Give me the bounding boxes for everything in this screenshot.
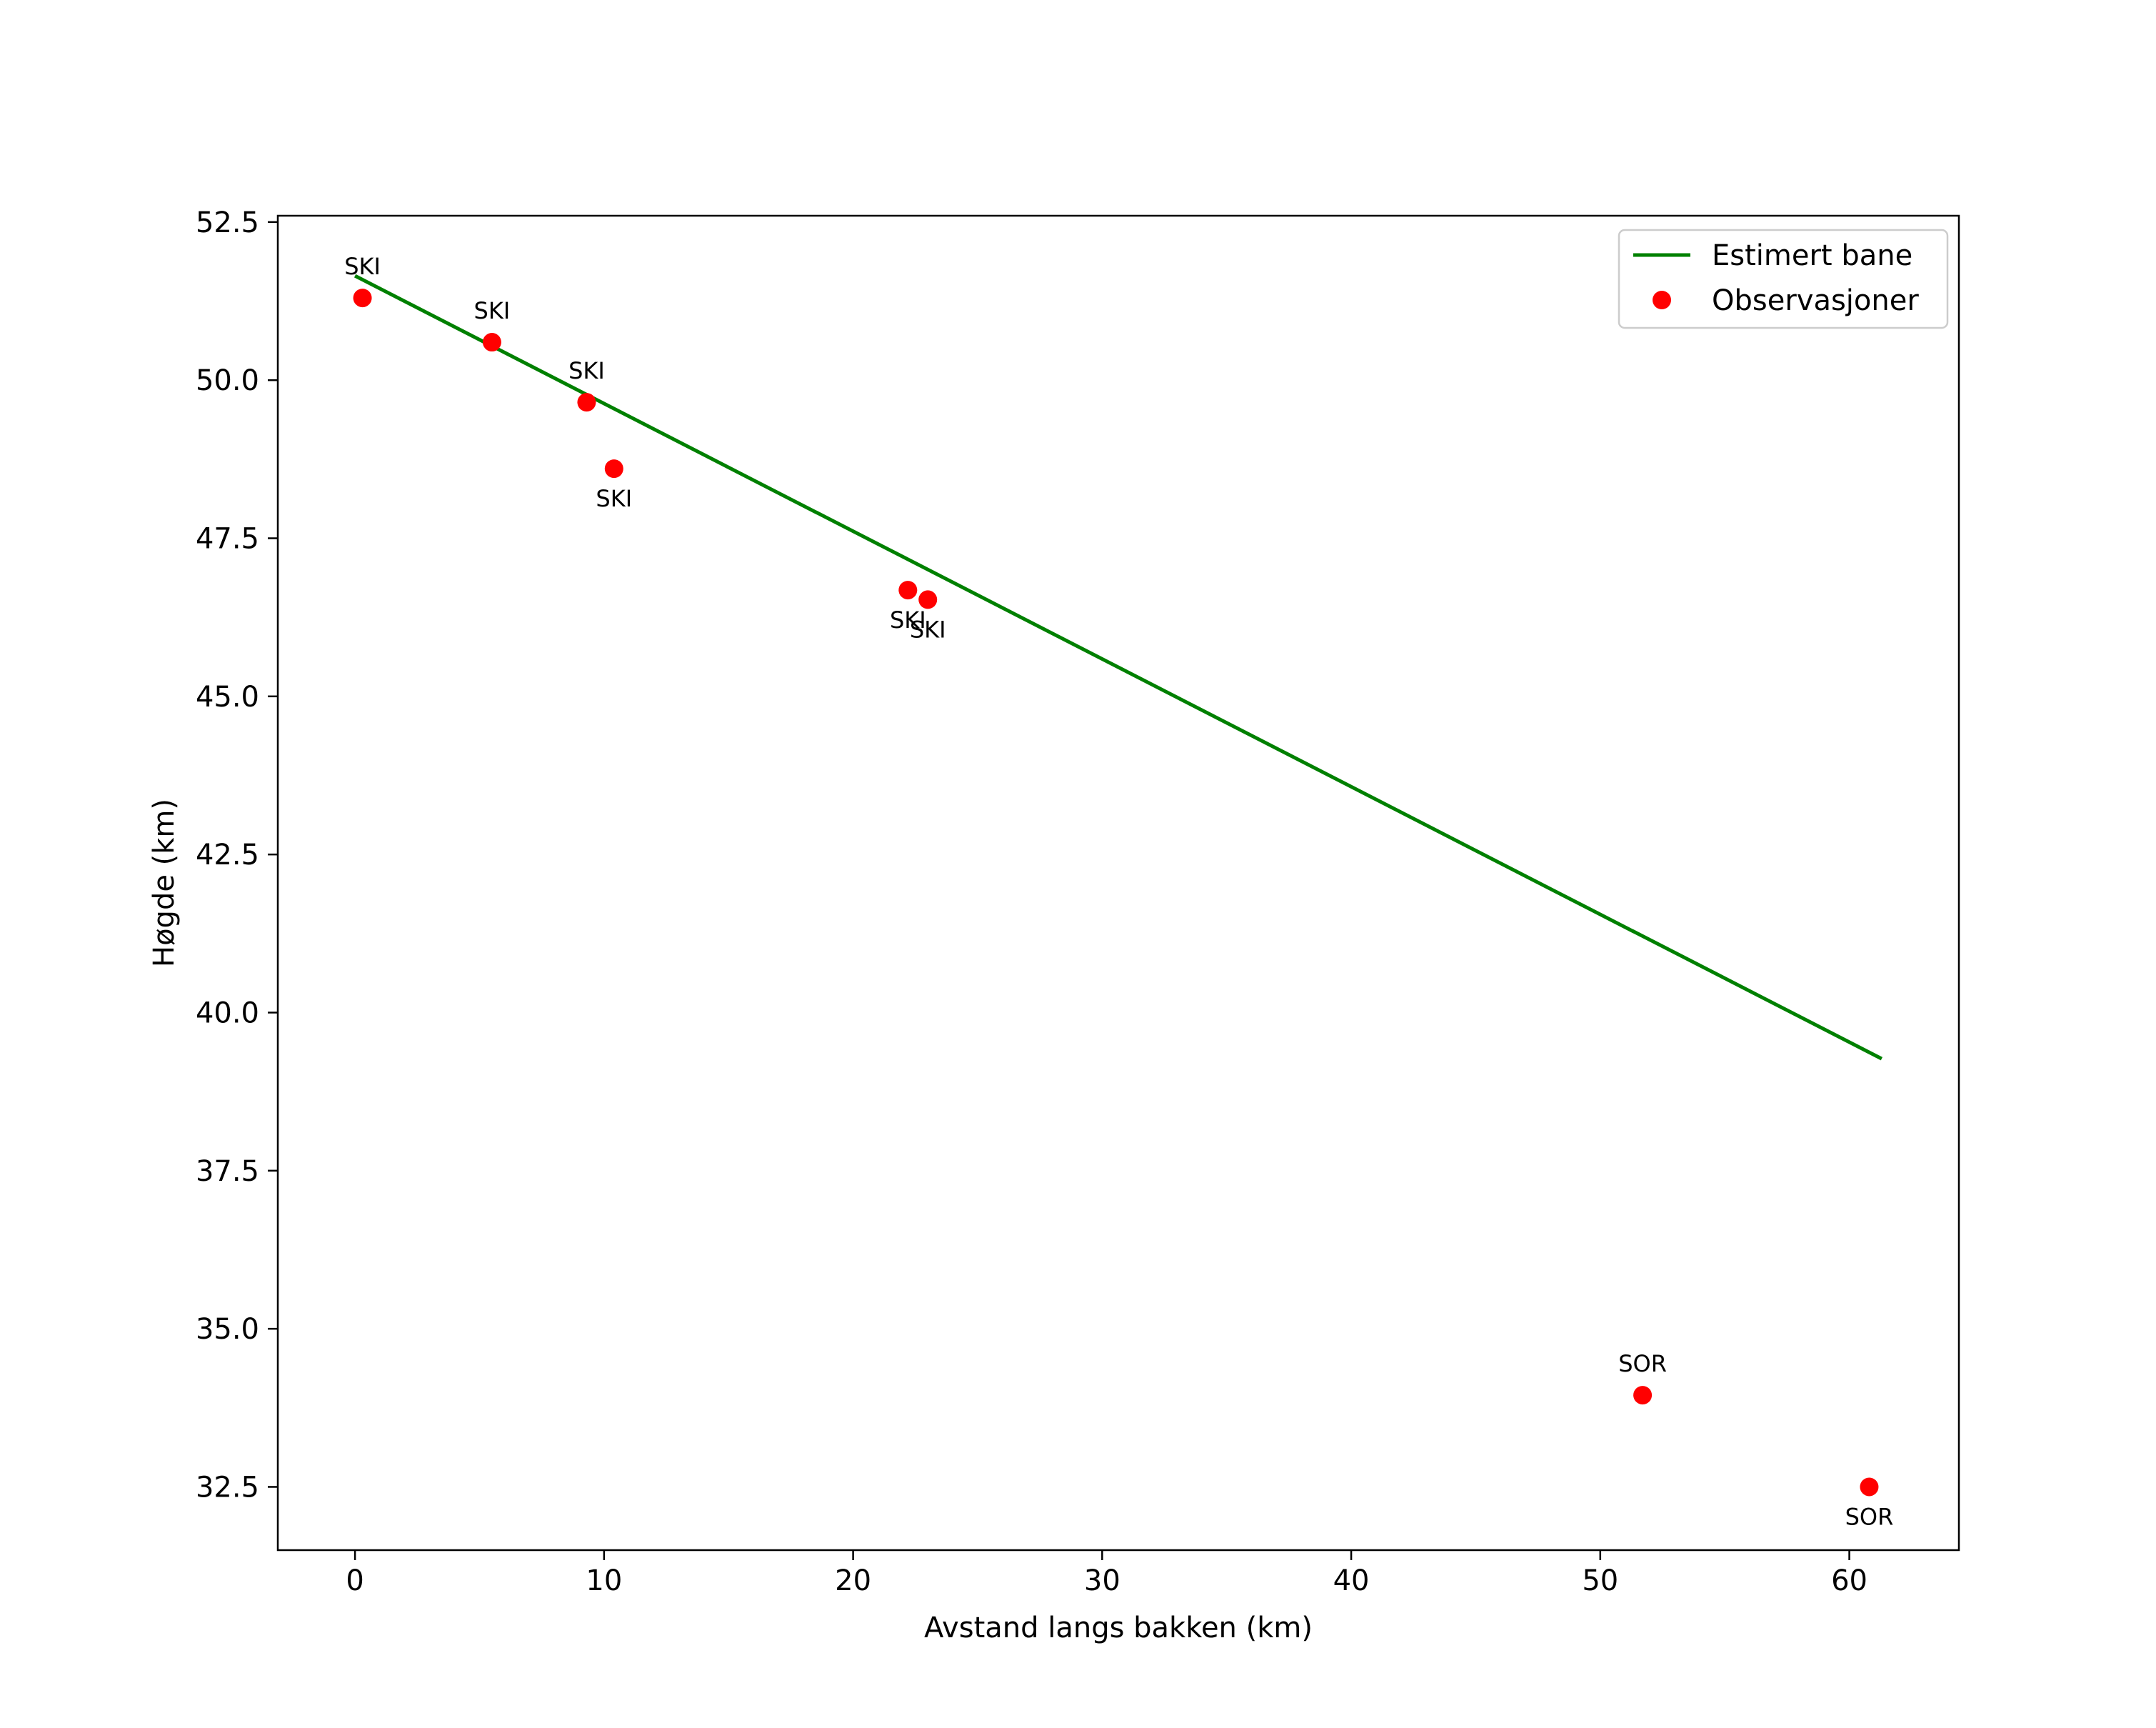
station-label: SKI	[568, 357, 605, 384]
y-axis-label: Høgde (km)	[148, 799, 181, 967]
station-label: SKI	[344, 253, 381, 280]
y-axis: 32.5 35.0 37.5 40.0 42.5 45.0 47.5 50.0 52.5	[196, 206, 278, 1504]
y-tick-label: 52.5	[196, 206, 259, 239]
x-tick-label: 10	[586, 1564, 622, 1597]
observation-point	[353, 289, 372, 308]
y-tick-label: 50.0	[196, 364, 259, 397]
legend: Estimert bane Observasjoner	[1618, 229, 1949, 329]
observation-point	[482, 333, 501, 352]
y-tick-label: 37.5	[196, 1155, 259, 1188]
observation-point	[898, 581, 918, 600]
station-label: SOR	[1845, 1503, 1894, 1530]
observation-point	[577, 393, 596, 412]
station-label: SKI	[474, 297, 511, 324]
estimated-trajectory-line	[354, 274, 1883, 1061]
legend-marker-swatch	[1653, 291, 1671, 309]
station-label: SOR	[1618, 1350, 1667, 1377]
legend-box	[1618, 229, 1949, 329]
legend-label: Observasjoner	[1712, 284, 1919, 317]
y-tick-label: 45.0	[196, 681, 259, 714]
x-tick-label: 0	[346, 1564, 363, 1597]
x-axis-label: Avstand langs bakken (km)	[924, 1612, 1313, 1644]
x-tick-label: 50	[1582, 1564, 1618, 1597]
x-tick-label: 30	[1084, 1564, 1120, 1597]
legend-label: Estimert bane	[1712, 239, 1912, 272]
observation-point	[1633, 1386, 1653, 1405]
y-tick-label: 47.5	[196, 523, 259, 556]
y-tick-label: 32.5	[196, 1471, 259, 1504]
x-tick-label: 60	[1831, 1564, 1867, 1597]
y-tick-label: 42.5	[196, 839, 259, 872]
x-axis: 0 10 20 30 40 50 60	[346, 1550, 1867, 1597]
station-label: SKI	[910, 616, 946, 643]
station-label: SKI	[596, 485, 632, 512]
observation-point	[918, 590, 938, 609]
y-tick-label: 40.0	[196, 997, 259, 1029]
x-tick-label: 40	[1333, 1564, 1370, 1597]
observation-point	[604, 459, 623, 479]
axes-frame	[276, 214, 1960, 1552]
x-tick-label: 20	[835, 1564, 871, 1597]
y-tick-label: 35.0	[196, 1313, 259, 1346]
observation-point	[1860, 1477, 1879, 1497]
station-label: SKI	[890, 606, 926, 634]
